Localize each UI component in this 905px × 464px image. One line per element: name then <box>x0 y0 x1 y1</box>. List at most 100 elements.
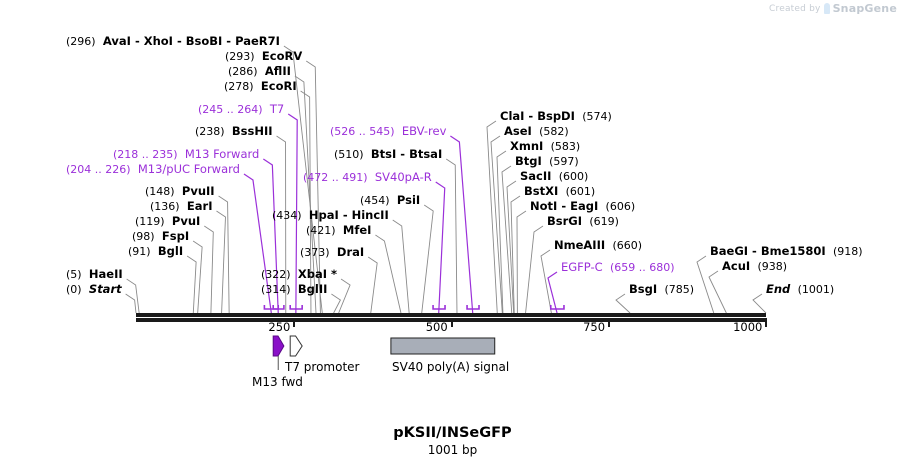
leader-line <box>496 150 507 314</box>
annotation-name: AseI <box>504 124 532 138</box>
annotation-label-hpai-hincii[interactable]: (434) HpaI - HincII <box>272 208 389 223</box>
annotation-label-bstxi[interactable]: BstXI (601) <box>524 185 595 199</box>
annotation-label-haeii[interactable]: (5) HaeII <box>66 268 123 282</box>
annotation-position: (421) <box>306 224 336 237</box>
annotation-position: (582) <box>539 125 569 138</box>
annotation-position: (136) <box>150 200 180 213</box>
annotation-label-psii[interactable]: (454) PsiI <box>360 193 421 208</box>
ruler-tick <box>450 318 453 327</box>
leader-line <box>501 165 513 314</box>
annotation-position: (296) <box>66 35 96 48</box>
primer-bracket <box>289 305 303 310</box>
annotation-name: HpaI <box>308 208 339 222</box>
annotation-label-nmeaiii[interactable]: NmeAIII (660) <box>554 238 642 253</box>
annotation-label-t7[interactable]: (245 .. 264) T7 <box>198 103 284 117</box>
annotation-position: (785) <box>664 283 695 296</box>
annotation-label-btsi-btsai[interactable]: (510) BtsI - BtsaI <box>334 147 442 162</box>
ruler-tick <box>608 318 611 327</box>
annotation-name: M13/pUC Forward <box>137 162 240 176</box>
annotation-label-eari[interactable]: (136) EarI <box>150 199 213 214</box>
annotation-position: (434) <box>272 209 302 222</box>
annotation-label-bglii[interactable]: (314) BglII <box>261 283 327 297</box>
annotation-name: PsiI <box>396 193 421 207</box>
leader-line <box>338 278 351 314</box>
leader-line <box>392 219 410 314</box>
annotation-label-end[interactable]: End (1001) <box>766 283 834 297</box>
annotation-name: NmeAIII <box>554 238 606 252</box>
annotation-label-bsrgi[interactable]: BsrGI (619) <box>547 214 619 229</box>
leader-line <box>490 135 503 314</box>
annotation-position: (314) <box>261 283 291 296</box>
annotation-label-ecorv[interactable]: (293) EcoRV <box>225 49 303 64</box>
annotation-label-mfei[interactable]: (421) MfeI <box>306 224 371 238</box>
annotation-label-bsshii[interactable]: (238) BssHII <box>195 125 273 139</box>
feature-arrow[interactable] <box>272 335 285 357</box>
leader-line <box>218 195 230 314</box>
leader-line <box>186 255 197 314</box>
annotation-name: EcoRV <box>261 49 303 63</box>
leader-line <box>708 270 727 314</box>
annotation-label-btgi[interactable]: BtgI (597) <box>515 155 579 169</box>
leader-line <box>696 255 715 314</box>
annotation-label-avai-group[interactable]: (296) AvaI - XhoI - BsoBI - PaeR7I <box>66 34 280 49</box>
annotation-position: (204 .. 226) <box>66 163 131 176</box>
feature-label-t7-prom-label: T7 promoter <box>285 360 360 374</box>
annotation-name: EagI <box>570 199 599 213</box>
annotation-position: (606) <box>605 200 636 213</box>
annotation-label-m13-puc-forward[interactable]: (204 .. 226) M13/pUC Forward <box>66 162 240 177</box>
watermark-prefix: Created by <box>769 3 821 14</box>
feature-label-m13-fwd-label: M13 fwd <box>252 375 303 389</box>
annotation-label-fspi[interactable]: (98) FspI <box>132 230 189 244</box>
annotation-label-m13-forward[interactable]: (218 .. 235) M13 Forward <box>113 148 259 162</box>
annotation-name: BsrGI <box>547 214 582 228</box>
leader-line <box>126 278 140 314</box>
feature-arrow[interactable] <box>289 335 303 357</box>
annotation-label-xmni[interactable]: XmnI (583) <box>510 140 581 154</box>
annotation-separator: - <box>222 34 236 48</box>
leader-line <box>516 210 527 314</box>
annotation-label-asei[interactable]: AseI (582) <box>504 124 569 139</box>
annotation-label-bsgi[interactable]: BsgI (785) <box>629 283 695 297</box>
annotation-label-aflii[interactable]: (286) AflII <box>228 65 291 79</box>
annotation-name: NotI <box>530 199 558 213</box>
annotation-label-start[interactable]: (0) Start <box>66 283 122 297</box>
annotation-position: (91) <box>128 245 151 258</box>
annotation-label-baegi-bme[interactable]: BaeGI - Bme1580I (918) <box>710 245 863 259</box>
annotation-name: EBV-rev <box>401 124 447 138</box>
annotation-position: (286) <box>228 65 258 78</box>
annotation-name: BtsI <box>370 147 397 161</box>
annotation-label-ecori[interactable]: (278) EcoRI <box>224 79 297 94</box>
annotation-label-noti-eagi[interactable]: NotI - EagI (606) <box>530 199 636 214</box>
annotation-position: (918) <box>832 245 863 258</box>
annotation-label-bgli[interactable]: (91) BglI <box>128 245 183 259</box>
sequence-ruler-top <box>136 313 766 317</box>
annotation-position: (0) <box>66 283 82 296</box>
annotation-position: (218 .. 235) <box>113 148 178 161</box>
leader-line <box>216 210 226 314</box>
annotation-separator: - <box>338 208 352 222</box>
feature-box[interactable] <box>390 337 496 355</box>
annotation-label-sacii[interactable]: SacII (600) <box>520 170 588 184</box>
annotation-label-ebv-rev[interactable]: (526 .. 545) EBV-rev <box>330 124 447 139</box>
annotation-label-clai-bspdi[interactable]: ClaI - BspDI (574) <box>500 110 612 124</box>
annotation-position: (278) <box>224 80 254 93</box>
snapgene-watermark: Created by SnapGene <box>769 2 897 15</box>
leader-line <box>510 195 521 314</box>
annotation-label-sv40pa-r[interactable]: (472 .. 491) SV40pA-R <box>303 171 432 185</box>
annotation-name: EcoRI <box>260 79 297 93</box>
leader-line <box>125 293 137 314</box>
annotation-name: PvuI <box>171 214 201 228</box>
annotation-name: AcuI <box>722 259 751 273</box>
annotation-label-pvui[interactable]: (119) PvuI <box>135 214 201 229</box>
annotation-name: EarI <box>186 199 213 213</box>
primer-bracket <box>432 305 446 310</box>
annotation-label-drai[interactable]: (373) DraI <box>300 246 364 260</box>
annotation-label-acui[interactable]: AcuI (938) <box>722 259 787 274</box>
annotation-separator: - <box>396 147 410 161</box>
annotation-label-egfp-c[interactable]: EGFP-C (659 .. 680) <box>561 261 675 275</box>
annotation-label-xbai[interactable]: (322) XbaI * <box>261 268 337 282</box>
annotation-label-pvuii[interactable]: (148) PvuII <box>145 185 215 199</box>
annotation-position: (583) <box>550 140 581 153</box>
snapgene-logo-icon <box>823 3 830 14</box>
